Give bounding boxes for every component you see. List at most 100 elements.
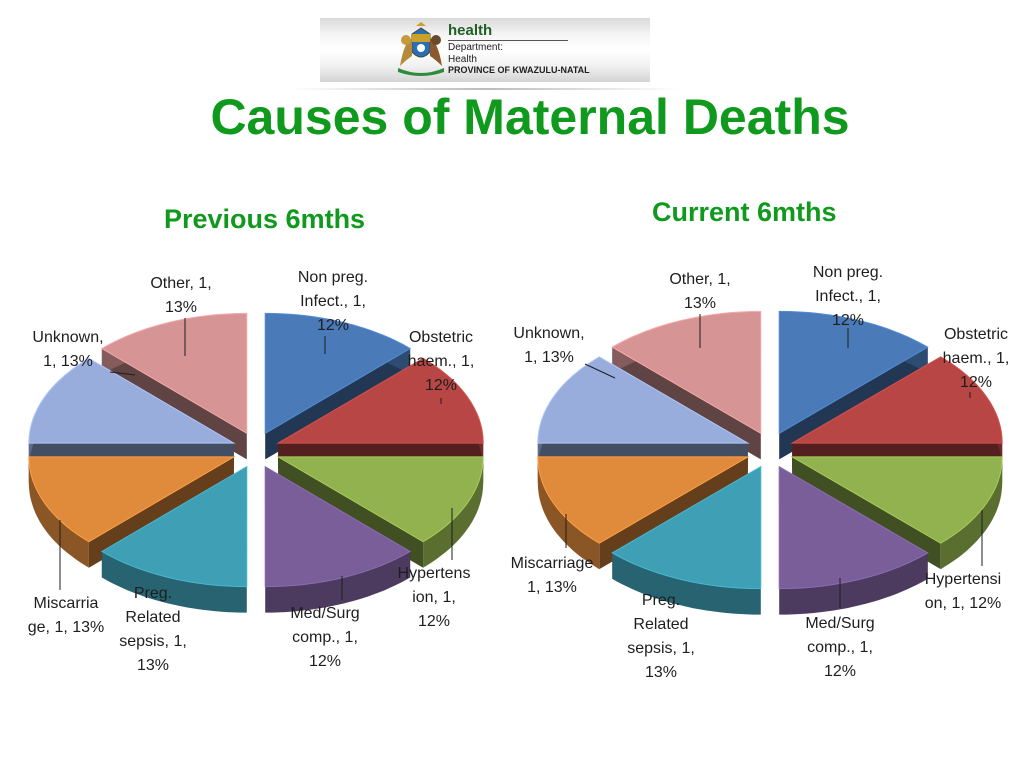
slice-top-face	[100, 465, 248, 588]
slice-top-face	[28, 456, 236, 543]
data-label-line: Unknown,	[32, 329, 103, 346]
data-label-line: sepsis, 1,	[119, 633, 187, 650]
slice-top-face	[276, 456, 484, 543]
data-label-other: Other, 1, 13%	[669, 271, 730, 312]
logo-banner: health Department: Health PROVINCE OF KW…	[290, 18, 680, 90]
data-label-preg-sepsis: Preg. Related sepsis, 1, 13%	[119, 585, 187, 674]
slice-outer-wall	[28, 456, 89, 568]
data-label-line: 12%	[832, 312, 864, 329]
slice-outer-wall	[779, 552, 928, 615]
data-label-line: Obstetric	[944, 326, 1008, 343]
data-label-line: Preg.	[134, 585, 172, 602]
slice-outer-wall	[265, 551, 411, 613]
slice-outer-wall	[612, 552, 761, 615]
slice-top-face	[778, 465, 929, 590]
data-label-obstetric-haem: Obstetric haem., 1, 12%	[943, 326, 1010, 391]
pie-chart-previous: Non preg. Infect., 1, 12% Obstetric haem., 1…	[28, 269, 484, 674]
data-label-line: Obstetric	[409, 329, 473, 346]
data-label-line: Other, 1,	[150, 275, 211, 292]
pie-slice-obstetric-haem	[790, 356, 1003, 470]
data-label-line: Related	[633, 616, 688, 633]
data-label-line: Infect., 1,	[815, 288, 881, 305]
data-label-line: Non preg.	[298, 269, 368, 286]
slice-top-face	[264, 465, 412, 588]
pie-slice-hypertension	[790, 456, 1003, 570]
data-label-line: 1, 13%	[524, 349, 574, 366]
slice-top-face	[276, 357, 484, 444]
data-label-line: Med/Surg	[805, 615, 874, 632]
pie-slice-med-surg	[264, 465, 412, 613]
pie-slice-miscarriage	[28, 456, 236, 568]
data-label-unknown: Unknown, 1, 13%	[32, 329, 103, 370]
data-label-line: 12%	[960, 374, 992, 391]
data-label-other: Other, 1, 13%	[150, 275, 211, 316]
data-label-line: Med/Surg	[290, 605, 359, 622]
logo-divider	[448, 40, 568, 41]
slice-top-face	[100, 312, 248, 435]
pie-slice-preg-sepsis	[611, 465, 762, 615]
data-label-line: comp., 1,	[807, 639, 873, 656]
slice-top-face	[537, 456, 750, 544]
data-label-line: comp., 1,	[292, 629, 358, 646]
chart-title-previous: Previous 6mths	[164, 204, 366, 234]
data-label-line: Hypertensi	[925, 571, 1001, 588]
data-label-med-surg: Med/Surg comp., 1, 12%	[290, 605, 359, 670]
data-label-hypertension: Hypertensi on, 1, 12%	[925, 571, 1002, 612]
data-label-line: 12%	[425, 377, 457, 394]
pie-slice-med-surg	[778, 465, 929, 615]
data-label-line: Preg.	[642, 592, 680, 609]
data-label-line: sepsis, 1,	[627, 640, 695, 657]
data-label-line: haem., 1,	[943, 350, 1010, 367]
data-label-line: Related	[125, 609, 180, 626]
data-label-line: ge, 1, 13%	[28, 619, 105, 636]
logo-department-text: Department:	[448, 42, 504, 53]
data-label-line: Other, 1,	[669, 271, 730, 288]
data-label-line: ion, 1,	[412, 589, 456, 606]
data-label-unknown: Unknown, 1, 13%	[513, 325, 584, 366]
slice-outer-wall	[423, 456, 484, 568]
leader-line-unknown	[584, 363, 616, 379]
data-label-line: Miscarria	[34, 595, 99, 612]
pie-chart-current: Non preg. Infect., 1, 12% Obstetric haem., 1…	[511, 264, 1010, 681]
slice-outer-wall	[101, 551, 247, 613]
slice-top-face	[790, 356, 1003, 444]
pie-slice-preg-sepsis	[100, 465, 248, 613]
data-label-line: Infect., 1,	[300, 293, 366, 310]
data-label-line: 12%	[309, 653, 341, 670]
slice-top-face	[537, 356, 750, 444]
pie-slice-unknown	[28, 357, 236, 470]
page-title: Causes of Maternal Deaths	[210, 89, 850, 145]
data-label-line: 12%	[824, 663, 856, 680]
slice-top-face	[611, 465, 762, 590]
data-label-line: 13%	[684, 295, 716, 312]
logo-health-subtext: Health	[448, 54, 477, 65]
slice-top-face	[790, 456, 1003, 544]
data-label-preg-sepsis: Preg. Related sepsis, 1, 13%	[627, 592, 695, 681]
coat-of-arms-icon	[398, 22, 444, 76]
data-label-miscarriage: Miscarria ge, 1, 13%	[28, 595, 105, 636]
data-label-non-preg-infect: Non preg. Infect., 1, 12%	[298, 269, 368, 334]
data-label-line: haem., 1,	[408, 353, 475, 370]
data-label-line: Hypertens	[398, 565, 471, 582]
data-label-line: 12%	[418, 613, 450, 630]
data-label-line: Non preg.	[813, 264, 883, 281]
data-label-line: on, 1, 12%	[925, 595, 1002, 612]
data-label-non-preg-infect: Non preg. Infect., 1, 12%	[813, 264, 883, 329]
data-label-line: Miscarriage	[511, 555, 594, 572]
data-label-line: 13%	[645, 664, 677, 681]
slice-top-face	[611, 310, 762, 435]
data-label-line: 1, 13%	[43, 353, 93, 370]
logo-province-text: PROVINCE OF KWAZULU-NATAL	[448, 65, 590, 75]
data-label-miscarriage: Miscarriage 1, 13%	[511, 555, 594, 596]
logo-health-text: health	[448, 22, 493, 39]
slice-outer-wall	[940, 456, 1003, 570]
data-label-hypertension: Hypertens ion, 1, 12%	[398, 565, 471, 630]
data-label-med-surg: Med/Surg comp., 1, 12%	[805, 615, 874, 680]
data-label-line: 12%	[317, 317, 349, 334]
slice-top-face	[264, 312, 412, 435]
data-label-line: Unknown,	[513, 325, 584, 342]
data-label-line: 13%	[137, 657, 169, 674]
slice-outer-wall	[537, 456, 600, 570]
data-label-line: 13%	[165, 299, 197, 316]
